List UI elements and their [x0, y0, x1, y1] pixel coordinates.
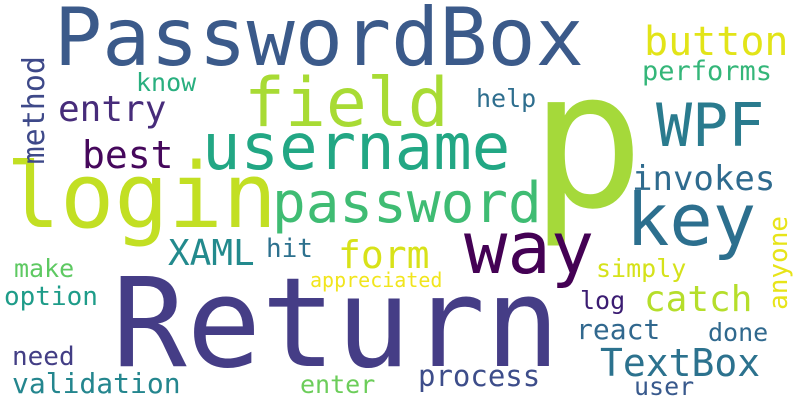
- word-xaml: XAML: [168, 233, 255, 274]
- word-know: know: [136, 68, 197, 97]
- word-textbox: TextBox: [600, 341, 761, 385]
- word-performs: performs: [642, 56, 773, 87]
- word-need: need: [12, 342, 75, 372]
- word-method: method: [17, 56, 52, 165]
- word-p: p: [530, 30, 645, 251]
- word-form: form: [338, 233, 430, 277]
- word-react: react: [576, 313, 661, 346]
- word-validation: validation: [12, 367, 181, 400]
- word-field: field: [244, 64, 449, 143]
- word-button: button: [644, 19, 789, 65]
- word-option: option: [4, 282, 98, 312]
- word-user: user: [634, 372, 695, 400]
- word-make: make: [14, 254, 75, 283]
- word-simply: simply: [596, 254, 687, 283]
- word-passwordbox: PasswordBox: [54, 0, 584, 84]
- word-username: username: [202, 111, 511, 185]
- word-hit: hit: [266, 234, 313, 264]
- word-appreciated: appreciated: [310, 268, 443, 292]
- word-process: process: [418, 359, 541, 393]
- word-catch: catch: [644, 279, 753, 320]
- word-done: done: [708, 318, 769, 347]
- word-invokes: invokes: [632, 159, 776, 199]
- word-return: Return: [112, 252, 560, 396]
- word-wpf: WPF: [656, 91, 765, 161]
- word-password: password: [272, 171, 542, 236]
- word-way: way: [464, 206, 595, 290]
- word-enter: enter: [300, 370, 376, 399]
- word-key: key: [626, 178, 757, 262]
- word-best: best: [82, 133, 174, 177]
- word-entry: entry: [58, 89, 167, 130]
- word-login: login: [6, 144, 277, 249]
- word-log: log: [580, 286, 626, 315]
- word-help: help: [476, 84, 537, 113]
- word-anyone: anyone: [764, 216, 794, 310]
